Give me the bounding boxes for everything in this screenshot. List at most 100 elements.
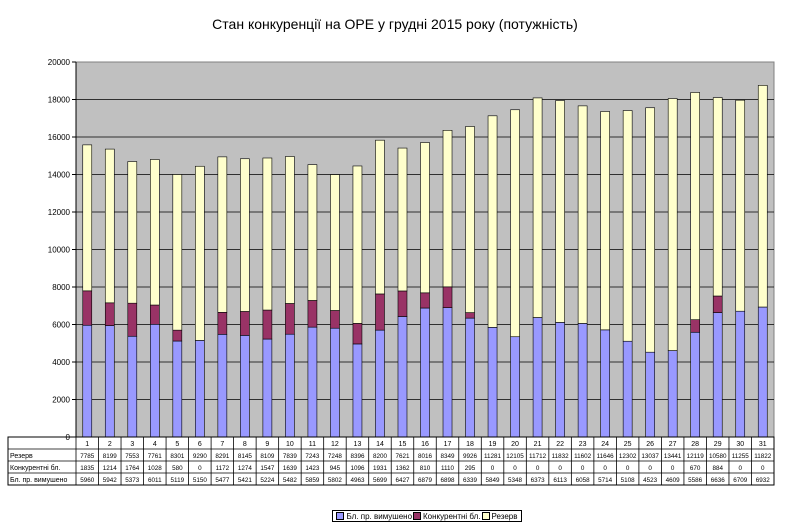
x-tick-label: 18 bbox=[466, 441, 474, 448]
bar-segment bbox=[307, 300, 318, 328]
bar-segment bbox=[690, 319, 700, 333]
data-label: 1547 bbox=[260, 465, 275, 472]
bar-segment bbox=[757, 306, 768, 438]
chart-title: Стан конкуренції на ОРЕ у грудні 2015 ро… bbox=[212, 16, 578, 32]
data-label: 6879 bbox=[418, 477, 433, 484]
legend-label-reserve: Резерв bbox=[491, 511, 518, 521]
bar-segment bbox=[104, 302, 115, 326]
y-tick-label: 10000 bbox=[48, 246, 71, 255]
data-label: 11602 bbox=[574, 453, 592, 460]
bar-segment bbox=[690, 331, 700, 438]
data-label: 8396 bbox=[350, 453, 365, 460]
x-tick-label: 17 bbox=[444, 441, 452, 448]
bar-segment bbox=[217, 334, 228, 438]
x-tick-label: 27 bbox=[669, 441, 677, 448]
data-label: 0 bbox=[648, 465, 652, 472]
bar-segment bbox=[735, 310, 746, 438]
data-label: 5849 bbox=[486, 477, 501, 484]
bar-segment bbox=[375, 139, 385, 295]
bar-segment bbox=[487, 115, 498, 328]
bar-segment bbox=[150, 304, 160, 325]
data-label: 1362 bbox=[395, 465, 410, 472]
bar-segment bbox=[420, 292, 430, 309]
data-label: 6898 bbox=[441, 477, 456, 484]
data-label: 6373 bbox=[531, 477, 546, 484]
bar-segment bbox=[397, 316, 408, 438]
bar-segment bbox=[217, 156, 228, 313]
bar-segment bbox=[420, 142, 430, 294]
bar-segment bbox=[645, 351, 655, 438]
data-label: 0 bbox=[671, 465, 675, 472]
y-tick-label: 18000 bbox=[48, 96, 71, 105]
bar-segment bbox=[104, 325, 115, 438]
bar-segment bbox=[82, 290, 93, 326]
data-table-series-label: Конкурентні бл. bbox=[10, 464, 60, 472]
bar-segment bbox=[172, 174, 183, 331]
data-label: 12119 bbox=[687, 453, 705, 460]
bar-segment bbox=[465, 312, 475, 319]
data-label: 5802 bbox=[328, 477, 343, 484]
data-label: 7243 bbox=[305, 453, 320, 460]
bar-segment bbox=[240, 335, 250, 438]
bar-segment bbox=[622, 340, 633, 438]
data-label: 0 bbox=[581, 465, 585, 472]
x-tick-label: 4 bbox=[153, 441, 157, 448]
bar-segment bbox=[555, 322, 565, 438]
bar-segment bbox=[285, 156, 295, 304]
bar-segment bbox=[127, 335, 138, 438]
bar-segment bbox=[262, 338, 273, 438]
x-tick-label: 26 bbox=[646, 441, 654, 448]
bar-segment bbox=[645, 107, 655, 353]
x-tick-label: 31 bbox=[759, 441, 767, 448]
data-label: 9926 bbox=[463, 453, 478, 460]
data-label: 1639 bbox=[283, 465, 298, 472]
data-label: 4609 bbox=[666, 477, 681, 484]
data-label: 0 bbox=[536, 465, 540, 472]
bar-segment bbox=[127, 302, 138, 337]
data-label: 0 bbox=[603, 465, 607, 472]
bar-segment bbox=[150, 323, 160, 438]
data-label: 7621 bbox=[395, 453, 410, 460]
data-label: 5960 bbox=[80, 477, 95, 484]
data-label: 13441 bbox=[664, 453, 682, 460]
y-tick-label: 8000 bbox=[52, 283, 70, 292]
x-tick-label: 10 bbox=[286, 441, 294, 448]
data-label: 5373 bbox=[125, 477, 140, 484]
data-label: 1835 bbox=[80, 465, 95, 472]
data-label: 810 bbox=[420, 465, 431, 472]
bar-segment bbox=[577, 323, 588, 438]
x-tick-label: 25 bbox=[624, 441, 632, 448]
legend-label-forced: Бл. пр. вимушено bbox=[346, 511, 413, 521]
data-label: 6932 bbox=[756, 477, 771, 484]
data-label: 0 bbox=[761, 465, 765, 472]
data-label: 1423 bbox=[305, 465, 320, 472]
data-label: 945 bbox=[330, 465, 341, 472]
data-label: 1274 bbox=[238, 465, 253, 472]
data-table-series-label: Резерв bbox=[10, 453, 33, 460]
data-label: 5699 bbox=[373, 477, 388, 484]
data-label: 7248 bbox=[328, 453, 343, 460]
data-label: 8301 bbox=[170, 453, 185, 460]
data-label: 12302 bbox=[619, 453, 637, 460]
data-label: 0 bbox=[198, 465, 202, 472]
bar-segment bbox=[622, 110, 633, 342]
data-label: 5942 bbox=[103, 477, 118, 484]
x-tick-label: 23 bbox=[579, 441, 587, 448]
data-label: 884 bbox=[712, 465, 723, 472]
data-label: 1172 bbox=[216, 465, 230, 472]
x-tick-label: 20 bbox=[511, 441, 519, 448]
bar-segment bbox=[195, 340, 205, 438]
data-label: 5348 bbox=[508, 477, 523, 484]
data-label: 5421 bbox=[238, 477, 253, 484]
bar-segment bbox=[532, 317, 543, 438]
bar-segment bbox=[172, 340, 183, 438]
bar-segment bbox=[532, 97, 543, 318]
data-label: 11832 bbox=[552, 453, 570, 460]
bar-segment bbox=[150, 159, 160, 306]
bar-segment bbox=[262, 157, 273, 311]
legend-item-reserve: Резерв bbox=[481, 511, 518, 521]
data-label: 5477 bbox=[215, 477, 230, 484]
bar-segment bbox=[757, 85, 768, 308]
data-label: 0 bbox=[491, 465, 495, 472]
